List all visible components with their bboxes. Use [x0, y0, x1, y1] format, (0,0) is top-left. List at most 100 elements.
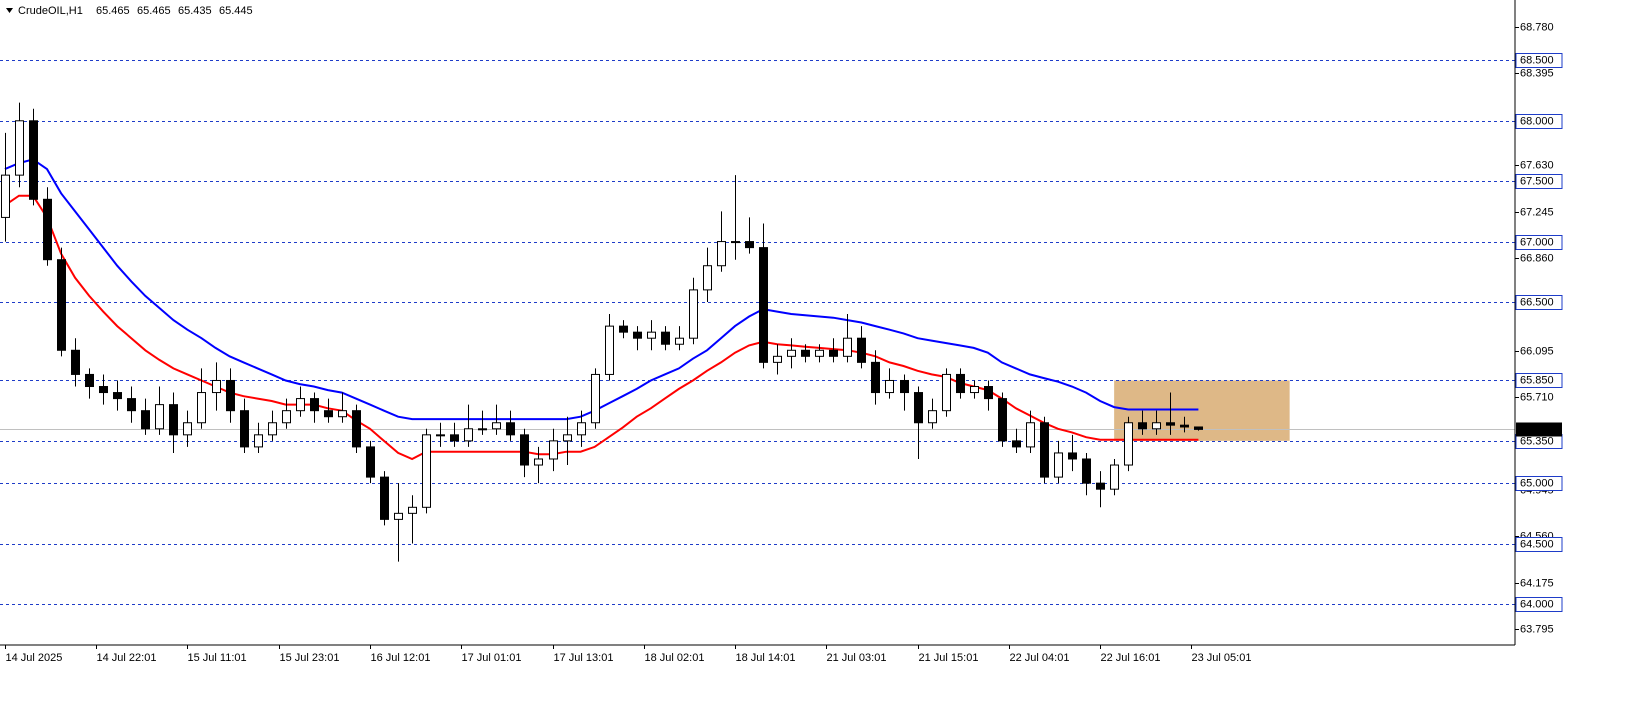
- candle-body: [380, 476, 389, 520]
- candle-body: [900, 379, 909, 394]
- candle-body: [43, 198, 52, 261]
- level-label: 65.850: [1520, 374, 1554, 386]
- candle-body: [633, 331, 642, 339]
- x-tick-label: 21 Jul 03:01: [827, 652, 887, 664]
- candle-body: [970, 386, 979, 394]
- candle-body: [15, 120, 24, 176]
- candle-body: [492, 422, 501, 430]
- candle-body: [169, 404, 178, 436]
- level-label: 65.350: [1520, 435, 1554, 447]
- candle-body: [1138, 422, 1147, 430]
- moving-average-line: [4, 194, 1199, 461]
- candle-body: [661, 331, 670, 345]
- y-tick-label: 68.395: [1520, 67, 1554, 79]
- y-tick-label: 67.245: [1520, 206, 1554, 218]
- candle-body: [1194, 426, 1203, 430]
- level-label: 68.500: [1520, 54, 1554, 66]
- candle-body: [857, 337, 866, 363]
- candle-body: [85, 373, 94, 388]
- candle-body: [422, 434, 431, 508]
- candle-body: [506, 422, 515, 436]
- candle-body: [885, 379, 894, 394]
- candle-body: [647, 331, 656, 339]
- candle-body: [226, 379, 235, 412]
- menu-triangle[interactable]: [6, 8, 13, 13]
- candle-body: [914, 392, 923, 424]
- candle-body: [212, 379, 221, 394]
- ohlc-close: 65.445: [219, 5, 253, 17]
- candle-body: [113, 392, 122, 400]
- candle-body: [801, 349, 810, 357]
- candle-body: [1152, 422, 1161, 430]
- candle-body: [689, 289, 698, 339]
- candle-body: [928, 410, 937, 424]
- candle-body: [829, 349, 838, 357]
- candle-body: [436, 434, 445, 437]
- current-price-box: [1516, 422, 1562, 437]
- x-tick-label: 18 Jul 14:01: [736, 652, 796, 664]
- candle-body: [141, 410, 150, 430]
- candle-body: [310, 398, 319, 412]
- x-tick-label: 22 Jul 16:01: [1101, 652, 1161, 664]
- x-tick-label: 18 Jul 02:01: [645, 652, 705, 664]
- symbol-title: CrudeOIL,H1: [18, 5, 83, 17]
- candle-body: [478, 428, 487, 431]
- level-label-box: [1515, 476, 1563, 491]
- candle-body: [366, 446, 375, 478]
- y-tick-label: 68.780: [1520, 21, 1554, 33]
- candle-body: [815, 349, 824, 357]
- x-tick-label: 21 Jul 15:01: [919, 652, 979, 664]
- price-zone: [1114, 380, 1290, 441]
- candle-body: [577, 422, 586, 436]
- x-tick-label: 17 Jul 13:01: [554, 652, 614, 664]
- candle-body: [619, 325, 628, 333]
- level-label-box: [1515, 114, 1563, 129]
- x-tick-label: 23 Jul 05:01: [1192, 652, 1252, 664]
- level-label: 68.000: [1520, 115, 1554, 127]
- current-price-label: 65.445: [1520, 423, 1554, 435]
- candle-body: [998, 398, 1007, 442]
- candle-body: [1040, 422, 1049, 478]
- candle-body: [563, 434, 572, 442]
- candle-body: [99, 386, 108, 394]
- ohlc-low: 65.435: [178, 5, 212, 17]
- x-tick-label: 15 Jul 23:01: [280, 652, 340, 664]
- candle-body: [549, 440, 558, 460]
- candle-body: [843, 337, 852, 357]
- candle-body: [282, 410, 291, 424]
- x-tick-label: 22 Jul 04:01: [1010, 652, 1070, 664]
- candle-body: [942, 373, 951, 412]
- level-label-box: [1515, 537, 1563, 552]
- candle-body: [450, 434, 459, 442]
- candle-body: [1110, 464, 1119, 490]
- candle-body: [1012, 440, 1021, 448]
- candle-body: [1026, 422, 1035, 448]
- y-tick-label: 64.175: [1520, 577, 1554, 589]
- level-label-box: [1515, 373, 1563, 388]
- candle-body: [1180, 424, 1189, 428]
- candle-body: [675, 337, 684, 345]
- candle-body: [759, 247, 768, 363]
- candle-body: [183, 422, 192, 436]
- candle-body: [520, 434, 529, 466]
- x-tick-label: 14 Jul 2025: [6, 652, 63, 664]
- moving-average-line: [4, 158, 1199, 421]
- level-label-box: [1515, 53, 1563, 68]
- candle-body: [534, 458, 543, 466]
- candle-body: [717, 241, 726, 267]
- candle-body: [324, 410, 333, 418]
- candle-body: [773, 355, 782, 363]
- y-tick-label: 67.630: [1520, 159, 1554, 171]
- candle-body: [984, 386, 993, 400]
- candle-body: [605, 325, 614, 375]
- candle-body: [745, 241, 754, 249]
- candle-body: [197, 392, 206, 424]
- candle-body: [127, 398, 136, 412]
- candle-body: [268, 422, 277, 436]
- ohlc-open: 65.465: [96, 5, 130, 17]
- candle-body: [464, 428, 473, 442]
- level-label-box: [1515, 235, 1563, 250]
- candle-body: [155, 404, 164, 430]
